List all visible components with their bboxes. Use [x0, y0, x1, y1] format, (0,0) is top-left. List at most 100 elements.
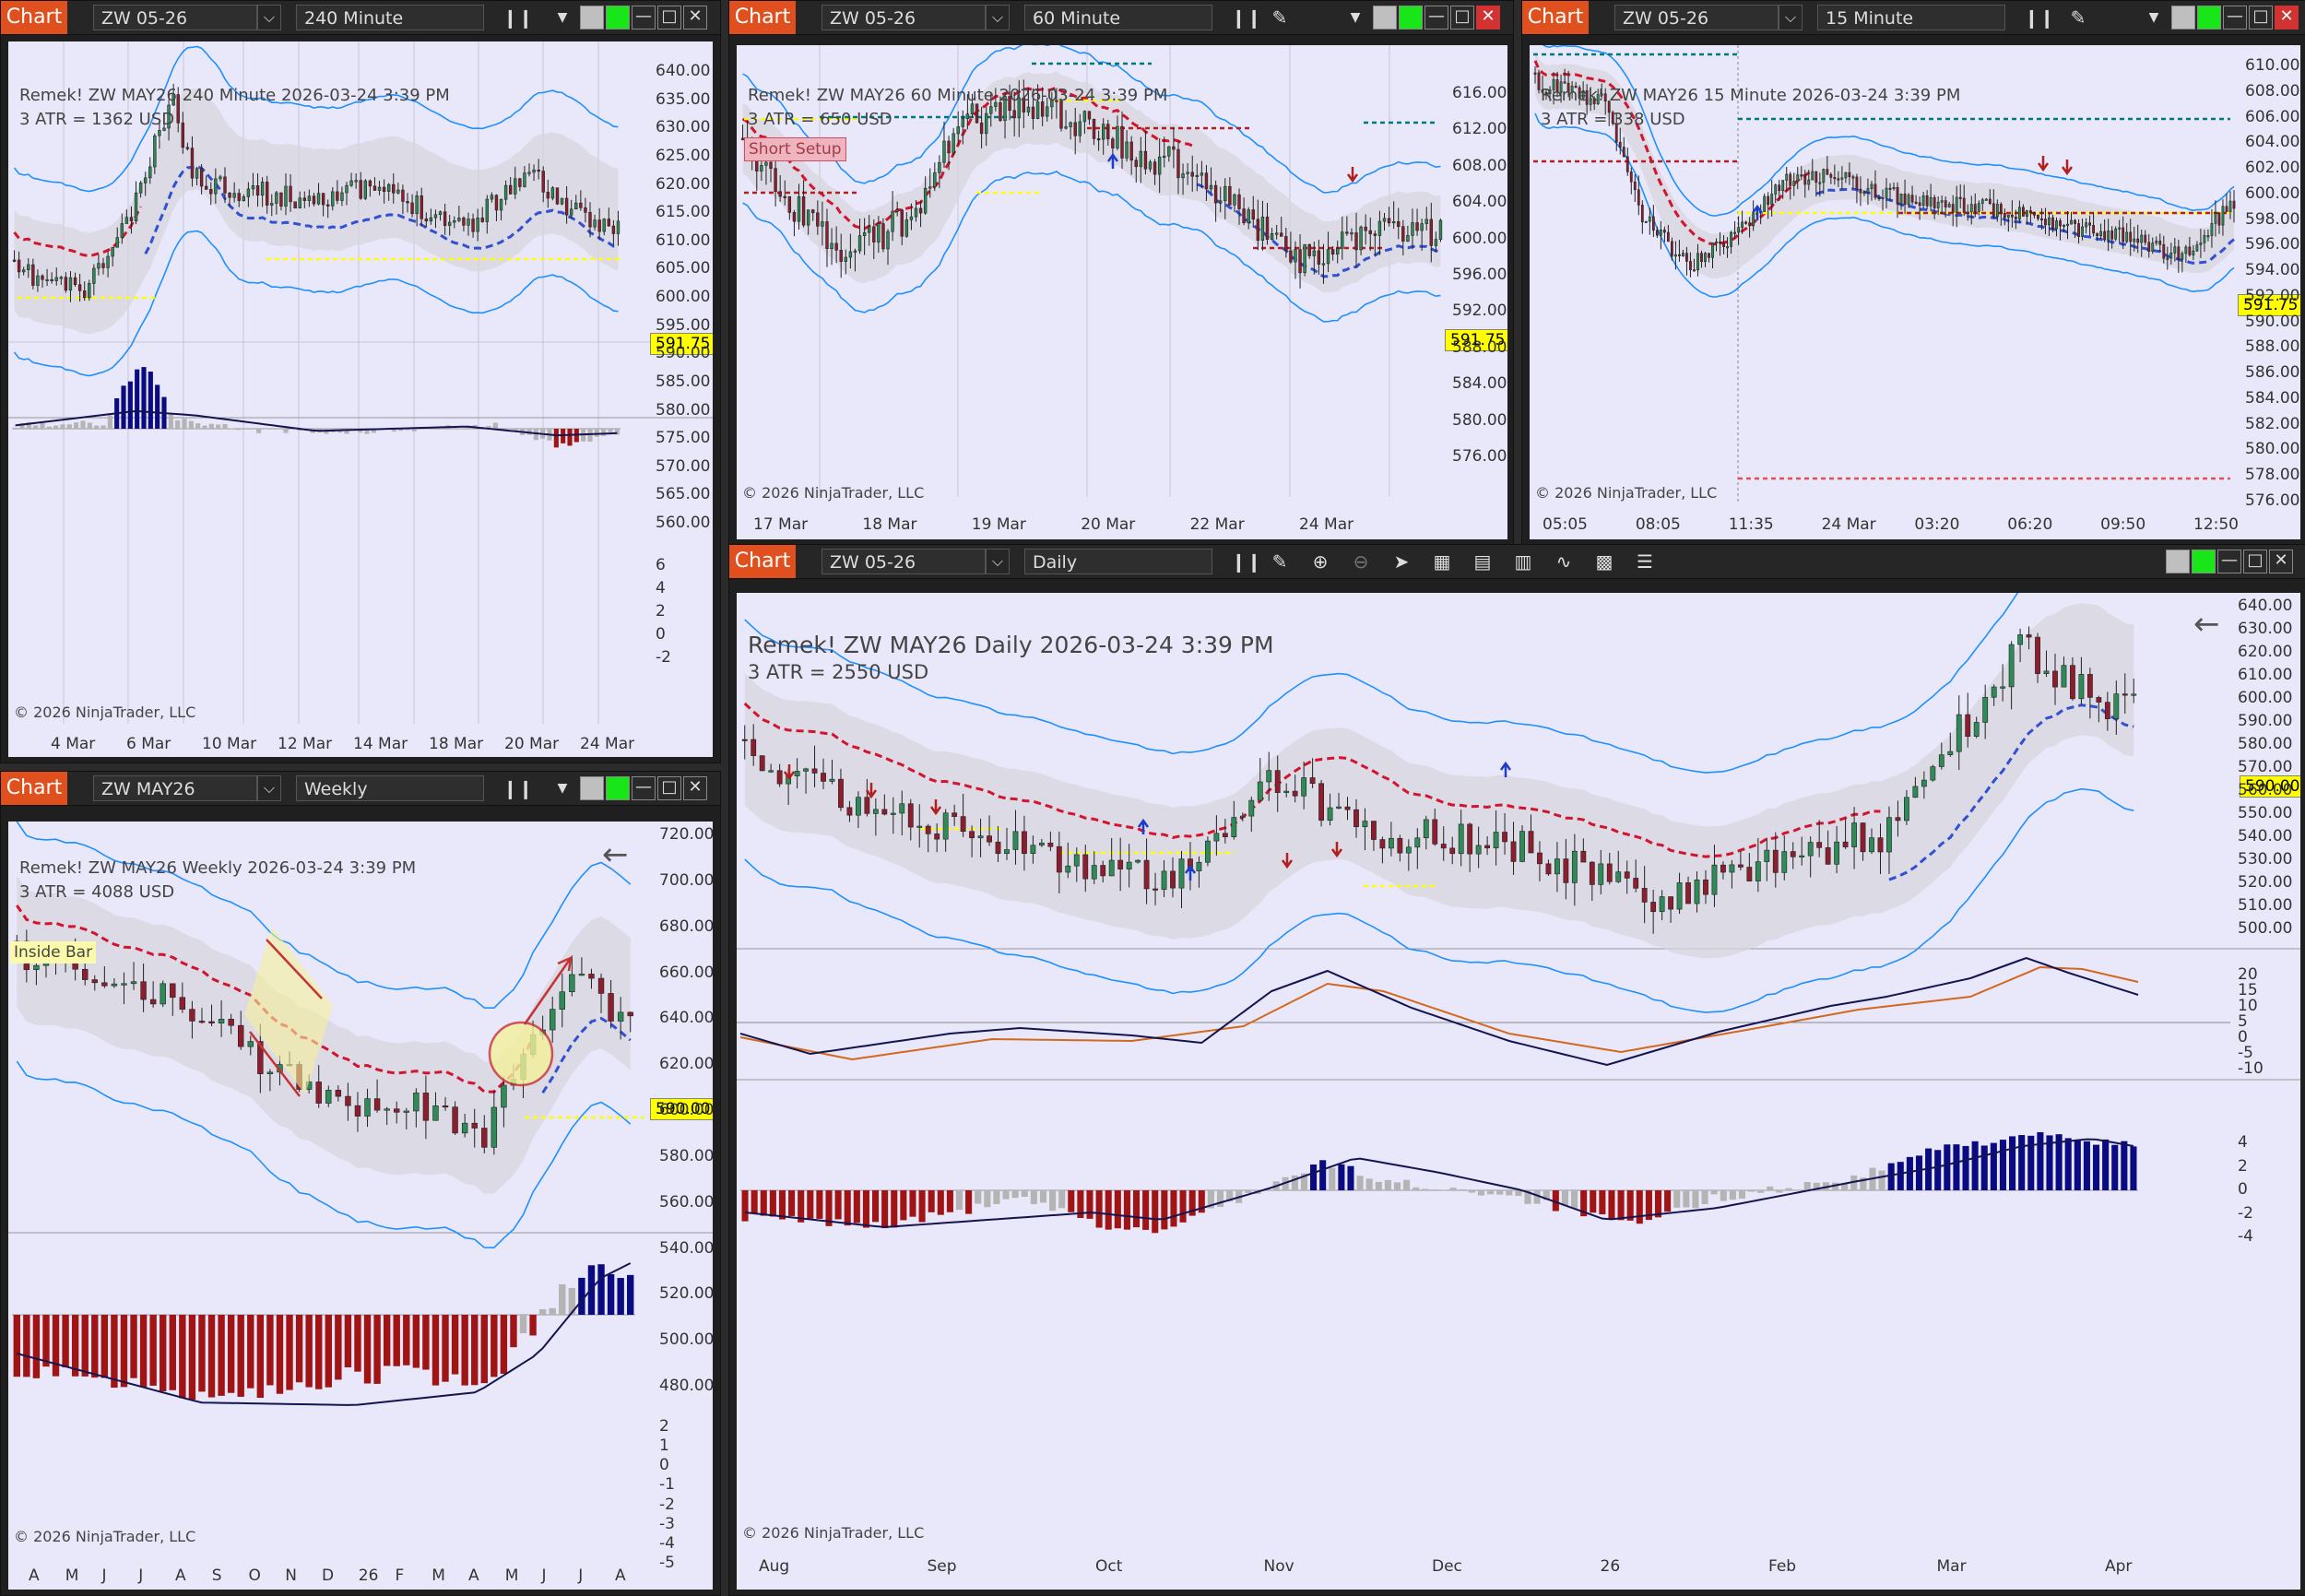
instrument-selector[interactable]: ZW 05-26	[822, 5, 986, 30]
close-icon[interactable]: ✕	[2275, 6, 2299, 30]
chart-tab[interactable]: Chart	[1, 772, 67, 805]
back-arrow-icon[interactable]: ←	[2193, 606, 2220, 643]
maximize-icon[interactable]: □	[2249, 6, 2273, 30]
chart-area[interactable]: Remek! ZW MAY26 240 Minute 2026-03-24 3:…	[8, 41, 713, 757]
chevron-down-icon[interactable]: ⌵	[986, 5, 1010, 30]
chart-area[interactable]: Remek! ZW MAY26 Daily 2026-03-24 3:39 PM…	[737, 593, 2300, 1590]
histogram-bar	[1152, 1190, 1158, 1233]
candle-body	[2066, 224, 2068, 226]
chevron-down-icon[interactable]: ▼	[2142, 6, 2166, 30]
candle-body	[1170, 871, 1175, 888]
axis-tick-label: 520.00	[659, 1284, 713, 1303]
candle-body	[411, 203, 414, 214]
candle-body	[92, 268, 95, 283]
link-green-button[interactable]	[1399, 6, 1423, 30]
axis-tick-label: 0	[656, 625, 666, 644]
candle-body	[1767, 196, 1769, 205]
chart-style-icon[interactable]: ❙❙	[1231, 6, 1255, 30]
candle-body	[2170, 253, 2172, 258]
chevron-down-icon[interactable]: ⌵	[257, 5, 281, 30]
minimize-icon[interactable]: —	[1424, 6, 1448, 30]
axis-tick-label: 2	[656, 602, 666, 621]
interval-selector[interactable]: 240 Minute	[296, 5, 484, 30]
interval-selector[interactable]: 60 Minute	[1024, 5, 1212, 30]
macd-line	[740, 958, 2138, 1065]
link-green-button[interactable]	[2197, 6, 2221, 30]
chevron-down-icon[interactable]: ▼	[1343, 6, 1367, 30]
axis-tick-label: A	[29, 1566, 40, 1585]
minimize-icon[interactable]: —	[632, 6, 656, 30]
close-icon[interactable]: ✕	[1476, 6, 1500, 30]
chart-tab[interactable]: Chart	[729, 1, 796, 34]
interval-selector[interactable]: Daily	[1024, 549, 1212, 574]
minimize-icon[interactable]: —	[2217, 550, 2241, 573]
sell-arrow	[2039, 156, 2048, 170]
interval-selector[interactable]: 15 Minute	[1817, 5, 2005, 30]
drawing-tool-icon[interactable]: ✎	[1268, 6, 1292, 30]
maximize-icon[interactable]: □	[1450, 6, 1474, 30]
chevron-down-icon[interactable]: ⌵	[257, 775, 281, 801]
chart-area[interactable]: Remek! ZW MAY26 60 Minute 2026-03-24 3:3…	[737, 45, 1507, 539]
indicators-icon[interactable]: ▥	[1511, 550, 1535, 573]
templates-icon[interactable]: ▩	[1592, 550, 1616, 573]
chart-style-icon[interactable]: ❙❙	[502, 6, 526, 30]
candle-body	[402, 190, 405, 201]
maximize-icon[interactable]: □	[2243, 550, 2267, 573]
chevron-down-icon[interactable]: ▼	[550, 6, 574, 30]
list-icon[interactable]: ☰	[1633, 550, 1657, 573]
properties-icon[interactable]: ▤	[1471, 550, 1495, 573]
strategies-icon[interactable]: ∿	[1552, 550, 1576, 573]
link-green-button[interactable]	[2192, 550, 2216, 573]
candle-body	[524, 173, 526, 187]
chart-area[interactable]: Remek! ZW MAY26 Weekly 2026-03-24 3:39 P…	[8, 822, 713, 1590]
chevron-down-icon[interactable]: ⌵	[1779, 5, 1803, 30]
chart-style-icon[interactable]: ❙❙	[1231, 550, 1255, 573]
candle-body	[798, 196, 800, 221]
chart-tab[interactable]: Chart	[729, 545, 796, 578]
instrument-selector[interactable]: ZW MAY26	[93, 775, 257, 801]
back-arrow-icon[interactable]: ←	[602, 836, 629, 873]
candle-body	[755, 160, 758, 171]
histogram-bar	[1972, 1141, 1979, 1190]
instrument-selector[interactable]: ZW 05-26	[93, 5, 257, 30]
link-green-button[interactable]	[606, 776, 630, 800]
link-gray-button[interactable]	[580, 6, 604, 30]
candle-body	[1144, 151, 1147, 169]
candle-body	[170, 984, 175, 998]
chevron-down-icon[interactable]: ▼	[550, 776, 574, 800]
link-gray-button[interactable]	[2166, 550, 2190, 573]
chart-tab[interactable]: Chart	[1, 1, 67, 34]
candle-body	[985, 113, 987, 134]
minimize-icon[interactable]: —	[2223, 6, 2247, 30]
instrument-selector[interactable]: ZW 05-26	[822, 549, 986, 574]
close-icon[interactable]: ✕	[683, 6, 707, 30]
histogram-bar	[816, 1190, 822, 1219]
candle-body	[1424, 820, 1428, 838]
link-gray-button[interactable]	[2171, 6, 2195, 30]
link-green-button[interactable]	[606, 6, 630, 30]
candle-body	[1398, 838, 1402, 853]
candle-body	[952, 813, 957, 817]
link-gray-button[interactable]	[1373, 6, 1397, 30]
drawing-tool-icon[interactable]: ✎	[2066, 6, 2090, 30]
chevron-down-icon[interactable]: ⌵	[986, 549, 1010, 574]
chart-tab[interactable]: Chart	[1522, 1, 1589, 34]
close-icon[interactable]: ✕	[2269, 550, 2293, 573]
candle-body	[2077, 224, 2079, 237]
pointer-icon[interactable]: ➤	[1389, 550, 1413, 573]
close-icon[interactable]: ✕	[683, 776, 707, 800]
data-box-icon[interactable]: ▦	[1430, 550, 1454, 573]
zoom-out-icon[interactable]: ⊖	[1349, 550, 1373, 573]
chart-style-icon[interactable]: ❙❙	[502, 776, 526, 800]
link-gray-button[interactable]	[580, 776, 604, 800]
zoom-in-icon[interactable]: ⊕	[1308, 550, 1332, 573]
minimize-icon[interactable]: —	[632, 776, 656, 800]
chart-area[interactable]: Remek! ZW MAY26 15 Minute 2026-03-24 3:3…	[1530, 45, 2300, 539]
drawing-tool-icon[interactable]: ✎	[1268, 550, 1292, 573]
instrument-selector[interactable]: ZW 05-26	[1614, 5, 1779, 30]
interval-selector[interactable]: Weekly	[296, 775, 484, 801]
chart-style-icon[interactable]: ❙❙	[2024, 6, 2048, 30]
candle-body	[2185, 247, 2187, 254]
maximize-icon[interactable]: □	[657, 6, 681, 30]
maximize-icon[interactable]: □	[657, 776, 681, 800]
